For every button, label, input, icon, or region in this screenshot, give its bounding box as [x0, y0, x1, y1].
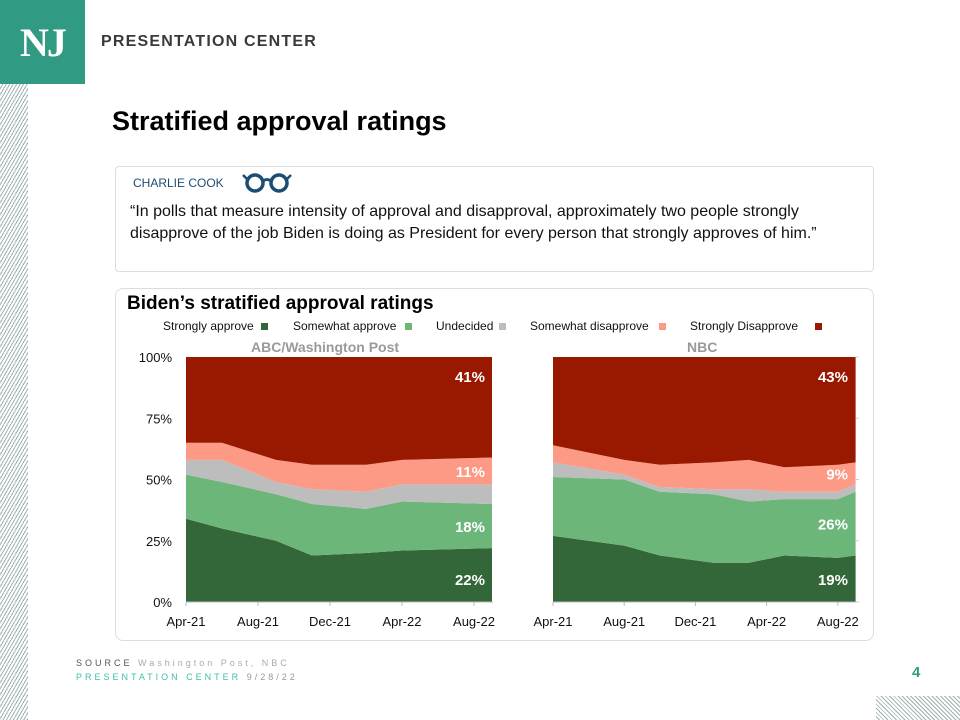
- source-label: SOURCE: [76, 658, 133, 668]
- data-label-strongly-approve: 19%: [818, 572, 848, 589]
- quote-author: CHARLIE COOK: [133, 176, 224, 190]
- logo-text: NJ: [20, 19, 67, 65]
- x-tick-label: Apr-22: [382, 614, 421, 629]
- legend-swatch-somewhat-disapprove: [659, 323, 666, 330]
- x-tick-label: Dec-21: [309, 614, 351, 629]
- data-label-somewhat-disapprove: 11%: [456, 464, 485, 481]
- x-tick-label: Aug-22: [453, 614, 495, 629]
- area-somewhat-approve-1: [553, 477, 856, 563]
- footer-center: PRESENTATION CENTER 9/28/22: [76, 672, 298, 682]
- legend-swatch-strongly-approve: [261, 323, 268, 330]
- data-label-somewhat-disapprove: 9%: [826, 466, 848, 483]
- chart-card: [115, 288, 874, 641]
- y-tick-label: 25%: [146, 534, 172, 549]
- legend-somewhat-approve: Somewhat approve: [293, 319, 397, 333]
- area-strongly-disapprove-0: [186, 357, 492, 465]
- x-tick-label: Aug-21: [603, 614, 645, 629]
- quote-text: “In polls that measure intensity of appr…: [130, 203, 817, 242]
- legend-undecided: Undecided: [436, 319, 494, 333]
- legend-somewhat-disapprove: Somewhat disapprove: [530, 319, 649, 333]
- area-somewhat-approve-0: [186, 474, 492, 556]
- abc-subtitle: ABC/Washington Post: [251, 339, 400, 355]
- x-tick-label: Dec-21: [674, 614, 716, 629]
- source-text: Washington Post, NBC: [138, 658, 290, 668]
- legend-swatch-somewhat-approve: [405, 323, 412, 330]
- slide-title: Stratified approval ratings: [112, 106, 447, 136]
- decorative-hatch-bottom-right: [876, 696, 960, 720]
- nbc-subtitle: NBC: [687, 339, 718, 355]
- y-tick-label: 50%: [146, 473, 172, 488]
- footer-source: SOURCE Washington Post, NBC: [76, 658, 290, 668]
- x-tick-label: Aug-22: [817, 614, 859, 629]
- y-tick-label: 0%: [153, 595, 172, 610]
- footer-date: 9/28/22: [246, 672, 298, 682]
- area-strongly-disapprove-1: [553, 357, 856, 468]
- x-tick-label: Apr-21: [533, 614, 572, 629]
- glasses-icon: [242, 173, 292, 193]
- x-tick-label: Apr-21: [166, 614, 205, 629]
- area-undecided-1: [553, 462, 856, 502]
- data-label-somewhat-approve: 26%: [818, 517, 848, 534]
- nj-logo: NJ: [0, 0, 85, 84]
- decorative-hatch-left: [0, 84, 28, 720]
- quote-card: CHARLIE COOK “In polls that measure inte…: [115, 166, 874, 272]
- data-label-strongly-approve: 22%: [455, 572, 485, 589]
- brand-name: PRESENTATION CENTER: [101, 33, 317, 50]
- y-tick-label: 75%: [146, 411, 172, 426]
- legend-swatch-strongly-disapprove: [815, 323, 822, 330]
- data-label-strongly-disapprove: 41%: [455, 369, 485, 386]
- legend-swatch-undecided: [499, 323, 506, 330]
- area-strongly-approve-1: [553, 535, 856, 602]
- area-somewhat-disapprove-0: [186, 442, 492, 492]
- legend-strongly-disapprove: Strongly Disapprove: [690, 319, 799, 333]
- area-strongly-approve-0: [186, 518, 492, 602]
- x-tick-label: Apr-22: [747, 614, 786, 629]
- chart-title: Biden’s stratified approval ratings: [127, 293, 434, 314]
- center-label: PRESENTATION CENTER: [76, 672, 242, 682]
- area-undecided-0: [186, 459, 492, 509]
- y-tick-label: 100%: [139, 350, 173, 365]
- area-somewhat-disapprove-1: [553, 445, 856, 492]
- x-tick-label: Aug-21: [237, 614, 279, 629]
- legend-strongly-approve: Strongly approve: [163, 319, 254, 333]
- data-label-somewhat-approve: 18%: [455, 519, 485, 536]
- page-number: 4: [912, 664, 921, 681]
- data-label-strongly-disapprove: 43%: [818, 369, 848, 386]
